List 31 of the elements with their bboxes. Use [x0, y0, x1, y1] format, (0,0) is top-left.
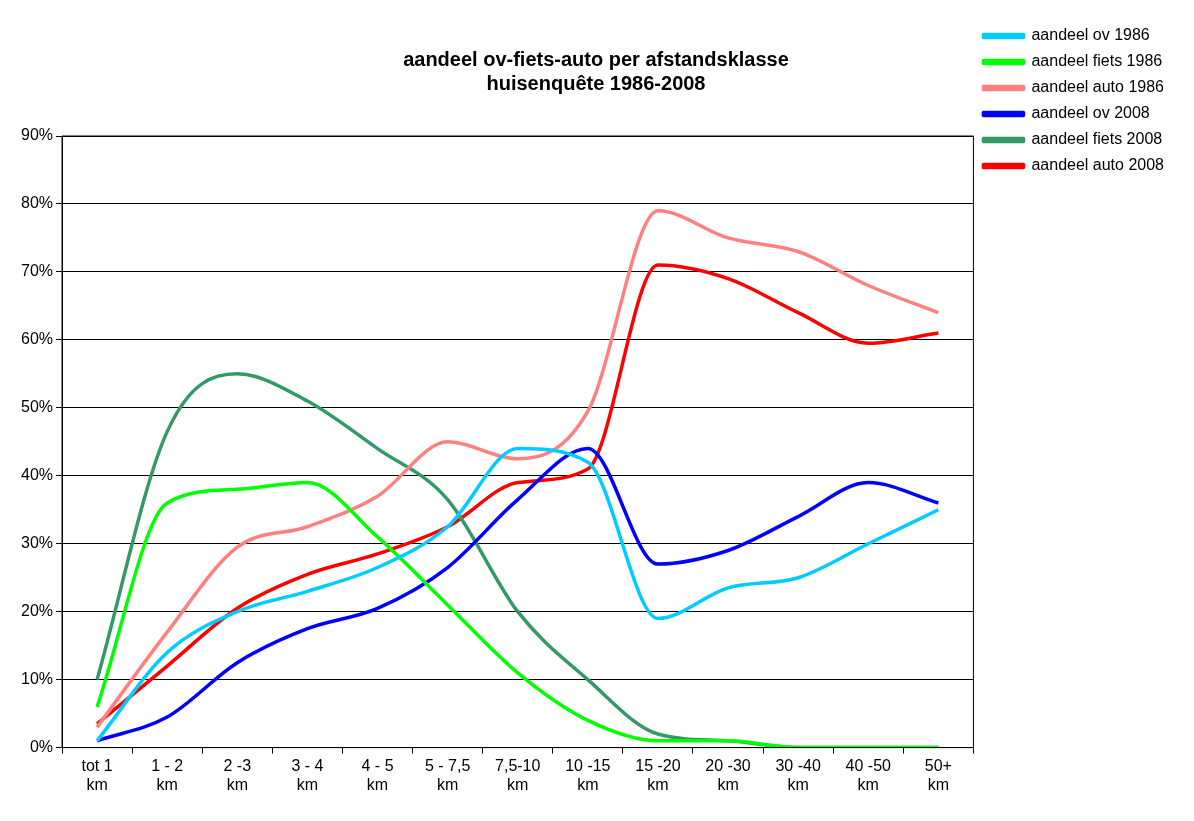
x-tick-label: 30 -40 km: [775, 756, 821, 793]
y-tick-label: 40%: [20, 466, 54, 484]
x-tick-label: 40 -50 km: [845, 756, 892, 793]
x-tick-label: 1 - 2 km: [151, 756, 184, 793]
chart-title: aandeel ov-fiets-auto per afstandsklasse: [403, 47, 789, 70]
x-tick-label: 50+ km: [924, 756, 952, 793]
x-tick-label: 10 -15 km: [565, 756, 611, 793]
legend-label: aandeel auto 1986: [1031, 78, 1165, 96]
y-tick-label: 10%: [20, 670, 54, 688]
x-tick-label: 7,5-10 km: [495, 756, 541, 793]
x-tick-label: 5 - 7,5 km: [424, 756, 471, 793]
y-tick-label: 70%: [20, 262, 54, 280]
y-tick-label: 20%: [20, 602, 54, 620]
chart-subtitle: huisenquête 1986-2008: [486, 71, 706, 94]
y-tick-label: 30%: [20, 534, 54, 552]
y-tick-label: 50%: [20, 398, 54, 416]
y-tick-label: 80%: [20, 194, 54, 212]
x-tick-label: 15 -20 km: [635, 756, 681, 793]
x-tick-label: 4 - 5 km: [361, 756, 394, 793]
x-tick-label: 2 -3 km: [223, 756, 252, 793]
legend-label: aandeel ov 2008: [1031, 104, 1150, 122]
x-tick-label: 20 -30 km: [705, 756, 751, 793]
legend-label: aandeel fiets 2008: [1031, 130, 1163, 148]
y-tick-label: 0%: [29, 738, 54, 756]
legend-label: aandeel auto 2008: [1031, 156, 1165, 174]
x-tick-label: tot 1 km: [81, 756, 113, 793]
y-tick-label: 60%: [20, 330, 54, 348]
legend-label: aandeel ov 1986: [1031, 26, 1150, 44]
x-tick-label: 3 - 4 km: [291, 756, 324, 793]
legend-label: aandeel fiets 1986: [1031, 52, 1163, 70]
y-tick-label: 90%: [20, 126, 54, 144]
